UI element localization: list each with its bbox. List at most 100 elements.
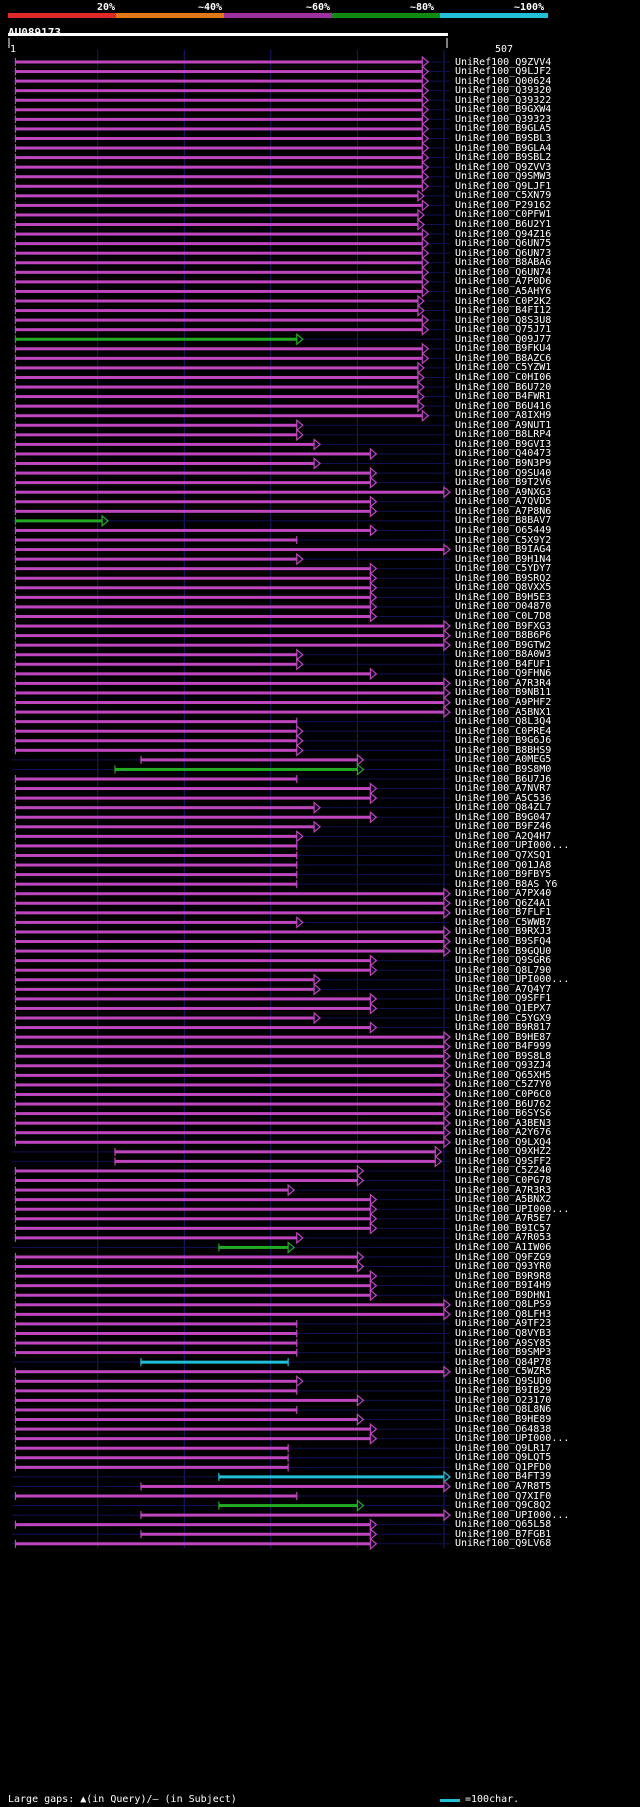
hit-label[interactable]: UniRef100_A7NVR7: [455, 783, 552, 795]
hit-label[interactable]: UniRef100_C0PRE4: [455, 725, 552, 737]
hit-label[interactable]: UniRef100_B9IAG4: [455, 544, 552, 556]
hit-label[interactable]: UniRef100_B8BHS9: [455, 744, 552, 756]
hit-label[interactable]: UniRef100_C0P6C0: [455, 1088, 552, 1100]
hit-label[interactable]: UniRef100_Q7XIF0: [455, 1490, 552, 1502]
hit-label[interactable]: UniRef100_A7R5E7: [455, 1213, 552, 1225]
hit-label[interactable]: UniRef100_B8AZC6: [455, 352, 552, 364]
hit-label[interactable]: UniRef100_C0L7D8: [455, 610, 552, 622]
hit-label[interactable]: UniRef100_Q40473: [455, 448, 552, 460]
hit-label[interactable]: UniRef100_Q9ZVV4: [455, 56, 552, 68]
hit-label[interactable]: UniRef100_A7R053: [455, 1232, 552, 1244]
hit-label[interactable]: UniRef100_B9SRQ2: [455, 572, 552, 584]
hit-label[interactable]: UniRef100_O65449: [455, 524, 552, 536]
hit-label[interactable]: UniRef100_Q65L58: [455, 1519, 552, 1531]
hit-label[interactable]: UniRef100_Q39323: [455, 113, 552, 125]
hit-label[interactable]: UniRef100_B9I4H9: [455, 1280, 552, 1292]
hit-label[interactable]: UniRef100_B8BAV7: [455, 515, 552, 527]
hit-label[interactable]: UniRef100_B8ABA6: [455, 257, 552, 269]
hit-label[interactable]: UniRef100_C0PG78: [455, 1175, 552, 1187]
hit-label[interactable]: UniRef100_Q9LXQ4: [455, 1136, 552, 1148]
hit-label[interactable]: UniRef100_A5BNX1: [455, 706, 552, 718]
hit-label[interactable]: UniRef100_Q39320: [455, 85, 552, 97]
hit-label[interactable]: UniRef100_A9PHF2: [455, 697, 552, 709]
hit-label[interactable]: UniRef100_A9TF23: [455, 1318, 552, 1330]
hit-label[interactable]: UniRef100_C5Z7Y0: [455, 1079, 552, 1091]
hit-label[interactable]: UniRef100_Q39322: [455, 94, 552, 106]
hit-label[interactable]: UniRef100_B9H5E3: [455, 591, 552, 603]
hit-label[interactable]: UniRef100_B9GLA5: [455, 123, 552, 135]
hit-label[interactable]: UniRef100_B8AS Y6: [455, 878, 558, 890]
hit-label[interactable]: UniRef100_B9SFQ4: [455, 936, 552, 948]
hit-label[interactable]: UniRef100_B9IB29: [455, 1385, 552, 1397]
hit-label[interactable]: UniRef100_C5XN79: [455, 190, 552, 202]
hit-label[interactable]: UniRef100_Q9LJF2: [455, 66, 552, 78]
hit-label[interactable]: UniRef100_B9FZ46: [455, 821, 552, 833]
hit-label[interactable]: UniRef100_B9S8M0: [455, 763, 552, 775]
hit-label[interactable]: UniRef100_B9FXG3: [455, 620, 552, 632]
hit-label[interactable]: UniRef100_B9HE89: [455, 1414, 552, 1426]
hit-label[interactable]: UniRef100_B4FT39: [455, 1471, 552, 1483]
hit-label[interactable]: UniRef100_Q00624: [455, 75, 552, 87]
hit-label[interactable]: UniRef100_Q9SGR6: [455, 955, 552, 967]
hit-label[interactable]: UniRef100_A7P0D6: [455, 276, 552, 288]
hit-label[interactable]: UniRef100_A7R3R4: [455, 677, 552, 689]
hit-label[interactable]: UniRef100_Q8L8N6: [455, 1404, 552, 1416]
hit-label[interactable]: UniRef100_B8B6P6: [455, 630, 552, 642]
hit-label[interactable]: UniRef100_C5YZW1: [455, 362, 552, 374]
hit-label[interactable]: UniRef100_A7R8T5: [455, 1480, 552, 1492]
hit-label[interactable]: UniRef100_B9N3P9: [455, 458, 552, 470]
hit-label[interactable]: UniRef100_C0PFW1: [455, 209, 552, 221]
hit-label[interactable]: UniRef100_B9S8L8: [455, 1050, 552, 1062]
hit-label[interactable]: UniRef100_A7Q4Y7: [455, 983, 552, 995]
hit-label[interactable]: UniRef100_Q9SU40: [455, 467, 552, 479]
hit-label[interactable]: UniRef100_Q8LPS9: [455, 1299, 552, 1311]
hit-label[interactable]: UniRef100_Q84ZL7: [455, 802, 552, 814]
hit-label[interactable]: UniRef100_B9GTW2: [455, 639, 552, 651]
hit-label[interactable]: UniRef100_A3BEN3: [455, 1117, 552, 1129]
hit-label[interactable]: UniRef100_A7QVD5: [455, 496, 552, 508]
hit-label[interactable]: UniRef100_Q6UN75: [455, 238, 552, 250]
hit-label[interactable]: UniRef100_Q9FZG9: [455, 1251, 552, 1263]
hit-label[interactable]: UniRef100_Q6UN73: [455, 247, 552, 259]
hit-label[interactable]: UniRef100_B9R9R8: [455, 1270, 552, 1282]
hit-label[interactable]: UniRef100_Q09J77: [455, 333, 552, 345]
hit-label[interactable]: UniRef100_Q9LQT5: [455, 1452, 552, 1464]
hit-label[interactable]: UniRef100_C5Z240: [455, 1165, 552, 1177]
hit-label[interactable]: UniRef100_B6SYS6: [455, 1108, 552, 1120]
hit-label[interactable]: UniRef100_UPI000...: [455, 1433, 570, 1445]
hit-label[interactable]: UniRef100_UPI000...: [455, 1509, 570, 1521]
hit-label[interactable]: UniRef100_Q8L790: [455, 964, 552, 976]
hit-label[interactable]: UniRef100_A7PX40: [455, 888, 552, 900]
hit-label[interactable]: UniRef100_Q9C8Q2: [455, 1500, 552, 1512]
hit-label[interactable]: UniRef100_B6U416: [455, 400, 552, 412]
hit-label[interactable]: UniRef100_B9RXJ3: [455, 926, 552, 938]
hit-label[interactable]: UniRef100_A9NUT1: [455, 419, 552, 431]
hit-label[interactable]: UniRef100_B6U720: [455, 381, 552, 393]
hit-label[interactable]: UniRef100_Q9ZVV3: [455, 161, 552, 173]
hit-label[interactable]: UniRef100_C5YGX9: [455, 1012, 552, 1024]
hit-label[interactable]: UniRef100_B9GVI3: [455, 438, 552, 450]
hit-label[interactable]: UniRef100_Q93ZJ4: [455, 1060, 552, 1072]
hit-label[interactable]: UniRef100_B9G047: [455, 811, 552, 823]
hit-label[interactable]: UniRef100_B9SBL3: [455, 132, 552, 144]
hit-label[interactable]: UniRef100_A5BNX2: [455, 1194, 552, 1206]
hit-label[interactable]: UniRef100_Q6Z4A1: [455, 897, 552, 909]
hit-label[interactable]: UniRef100_A2Y676: [455, 1127, 552, 1139]
hit-label[interactable]: UniRef100_B9T2V6: [455, 477, 552, 489]
hit-label[interactable]: UniRef100_B9G6J6: [455, 735, 552, 747]
hit-label[interactable]: UniRef100_Q9SFF1: [455, 993, 552, 1005]
hit-label[interactable]: UniRef100_B7FLF1: [455, 907, 552, 919]
hit-label[interactable]: UniRef100_B9FKU4: [455, 343, 552, 355]
hit-label[interactable]: UniRef100_B7FGB1: [455, 1528, 552, 1540]
hit-label[interactable]: UniRef100_B9GQU0: [455, 945, 552, 957]
hit-label[interactable]: UniRef100_Q65XH5: [455, 1069, 552, 1081]
hit-label[interactable]: UniRef100_Q1EPX7: [455, 1002, 552, 1014]
hit-label[interactable]: UniRef100_B9R817: [455, 1022, 552, 1034]
hit-label[interactable]: UniRef100_B9GXW4: [455, 104, 552, 116]
hit-label[interactable]: UniRef100_B9DHN1: [455, 1289, 552, 1301]
hit-label[interactable]: UniRef100_UPI000...: [455, 1203, 570, 1215]
hit-label[interactable]: UniRef100_Q01JA8: [455, 859, 552, 871]
hit-label[interactable]: UniRef100_B9GLA4: [455, 142, 552, 154]
hit-label[interactable]: UniRef100_B6U762: [455, 1098, 552, 1110]
hit-label[interactable]: UniRef100_B9FBY5: [455, 869, 552, 881]
